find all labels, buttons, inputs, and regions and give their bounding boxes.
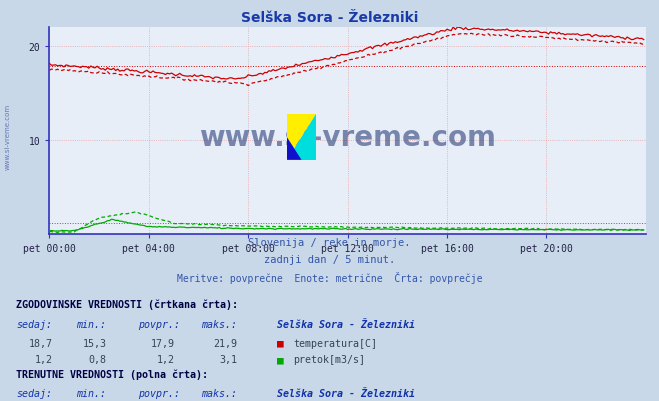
Text: sedaj:: sedaj: bbox=[16, 320, 53, 330]
Text: min.:: min.: bbox=[76, 320, 106, 330]
Polygon shape bbox=[287, 114, 316, 160]
Text: maks.:: maks.: bbox=[201, 388, 237, 398]
Text: Selška Sora - Železniki: Selška Sora - Železniki bbox=[277, 388, 415, 398]
Text: povpr.:: povpr.: bbox=[138, 388, 181, 398]
Text: Meritve: povprečne  Enote: metrične  Črta: povprečje: Meritve: povprečne Enote: metrične Črta:… bbox=[177, 271, 482, 283]
Text: ■: ■ bbox=[277, 338, 283, 348]
Text: zadnji dan / 5 minut.: zadnji dan / 5 minut. bbox=[264, 254, 395, 264]
Text: Slovenija / reke in morje.: Slovenija / reke in morje. bbox=[248, 237, 411, 247]
Text: 18,7: 18,7 bbox=[29, 338, 53, 348]
Text: 15,3: 15,3 bbox=[83, 338, 107, 348]
Text: 1,2: 1,2 bbox=[157, 354, 175, 364]
Text: 3,1: 3,1 bbox=[219, 354, 237, 364]
Polygon shape bbox=[287, 114, 316, 160]
Text: pretok[m3/s]: pretok[m3/s] bbox=[293, 354, 365, 364]
Text: TRENUTNE VREDNOSTI (polna črta):: TRENUTNE VREDNOSTI (polna črta): bbox=[16, 369, 208, 379]
Text: 0,8: 0,8 bbox=[89, 354, 107, 364]
Text: sedaj:: sedaj: bbox=[16, 388, 53, 398]
Text: 17,9: 17,9 bbox=[151, 338, 175, 348]
Text: Selška Sora - Železniki: Selška Sora - Železniki bbox=[241, 11, 418, 25]
Text: www.si-vreme.com: www.si-vreme.com bbox=[199, 124, 496, 152]
Text: 1,2: 1,2 bbox=[35, 354, 53, 364]
Text: temperatura[C]: temperatura[C] bbox=[293, 338, 377, 348]
Polygon shape bbox=[287, 137, 302, 160]
Text: www.si-vreme.com: www.si-vreme.com bbox=[4, 103, 11, 169]
Text: min.:: min.: bbox=[76, 388, 106, 398]
Text: povpr.:: povpr.: bbox=[138, 320, 181, 330]
Text: 21,9: 21,9 bbox=[214, 338, 237, 348]
Text: ■: ■ bbox=[277, 354, 283, 364]
Text: ZGODOVINSKE VREDNOSTI (črtkana črta):: ZGODOVINSKE VREDNOSTI (črtkana črta): bbox=[16, 299, 239, 309]
Text: maks.:: maks.: bbox=[201, 320, 237, 330]
Text: Selška Sora - Železniki: Selška Sora - Železniki bbox=[277, 320, 415, 330]
